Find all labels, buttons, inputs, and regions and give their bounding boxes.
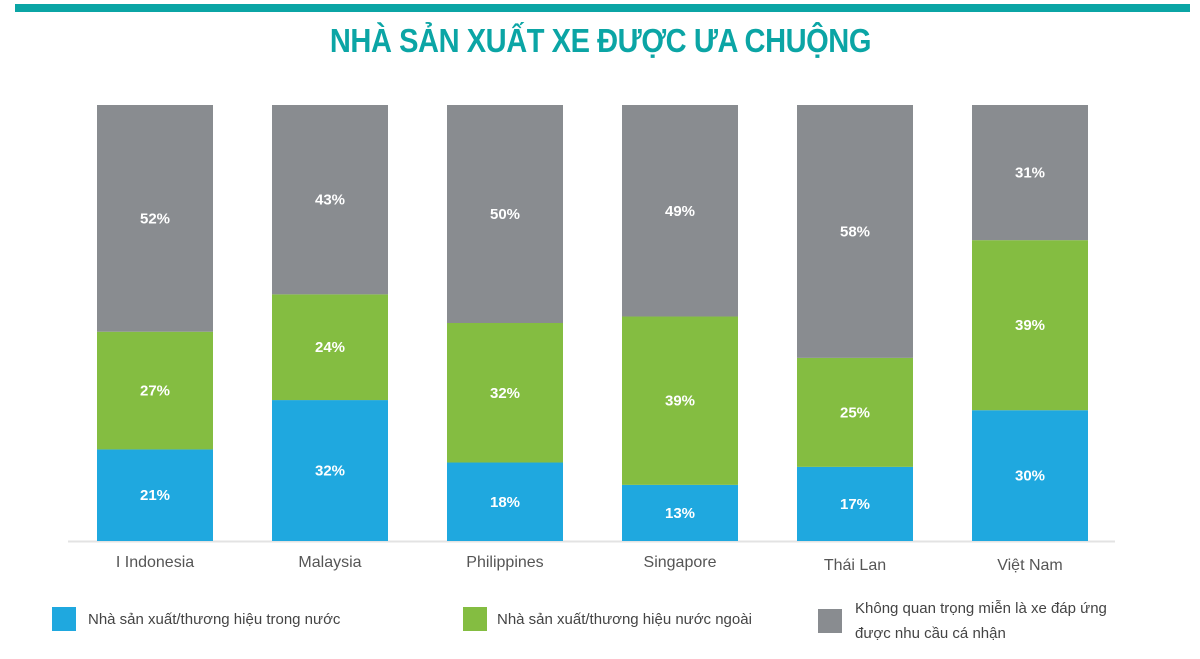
category-label: Malaysia [298,554,361,571]
bar-segment [797,357,913,467]
legend-swatch-domestic [52,607,76,631]
bar-segment [622,484,738,541]
bar-segment [972,410,1088,541]
data-label: 32% [490,385,520,402]
data-label: 24% [315,339,345,356]
bar-segment [622,105,738,317]
data-label: 25% [840,404,870,421]
data-label: 21% [140,487,170,504]
data-label: 50% [490,206,520,223]
legend-swatch-foreign [463,607,487,631]
stacked-bar-chart: 21% 27% 52% I Indonesia 32% 24% 43% Malaysia 18%… [68,105,1115,574]
bar-segment [447,323,563,463]
legend-swatch-indifferent [818,609,842,633]
bar-segment [97,331,213,450]
data-label: 43% [315,192,345,209]
category-label: I Indonesia [116,554,194,571]
bar-segment [272,400,388,541]
category-label: Việt Nam [997,557,1063,574]
bar-segment [797,466,913,541]
bar-segment [272,294,388,401]
legend-item-foreign: Nhà sản xuất/thương hiệu nước ngoài [463,607,752,631]
bar-segment [797,105,913,358]
bar-segment [447,105,563,323]
top-accent-bar [15,4,1190,12]
data-label: 13% [665,505,695,522]
chart-title: NHÀ SẢN XUẤT XE ĐƯỢC ƯA CHUỘNG [0,22,1200,60]
data-label: 31% [1015,165,1045,182]
bar-segment [97,105,213,332]
data-label: 49% [665,203,695,220]
legend-label-indifferent-line2: được nhu cầu cá nhận [855,625,1006,642]
legend-item-domestic: Nhà sản xuất/thương hiệu trong nước [52,607,340,631]
legend-label-indifferent-line1: Không quan trọng miễn là xe đáp ứng [855,600,1107,617]
data-label: 52% [140,210,170,227]
legend-item-indifferent: Không quan trọng miễn là xe đáp ứng được… [818,596,1107,646]
chart-title-text: NHÀ SẢN XUẤT XE ĐƯỢC ƯA CHUỘNG [329,22,871,59]
bar-segment [272,105,388,295]
bar-segment [622,316,738,485]
data-label: 32% [315,463,345,480]
bar-segment [972,240,1088,411]
category-label: Singapore [644,554,717,571]
bar-segment [972,105,1088,241]
data-label: 18% [490,494,520,511]
bar-segment [447,462,563,541]
data-label: 39% [665,393,695,410]
category-label: Philippines [466,554,543,571]
data-label: 17% [840,496,870,513]
data-label: 27% [140,383,170,400]
category-label: Thái Lan [824,557,886,574]
data-label: 58% [840,223,870,240]
legend-label-foreign: Nhà sản xuất/thương hiệu nước ngoài [497,610,752,628]
data-label: 30% [1015,468,1045,485]
bar-segment [97,449,213,541]
data-label: 39% [1015,317,1045,334]
legend-label-domestic: Nhà sản xuất/thương hiệu trong nước [88,610,341,628]
